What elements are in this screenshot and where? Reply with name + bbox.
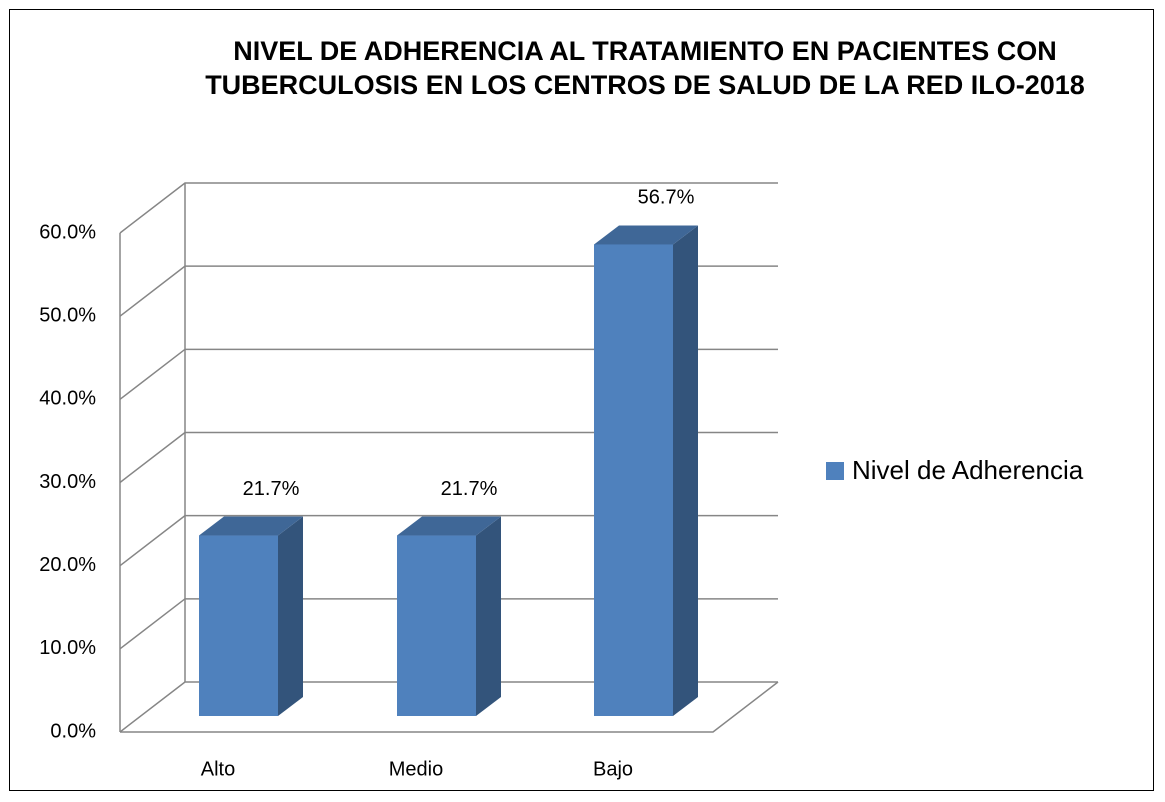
y-tick-label: 60.0%: [39, 221, 96, 243]
data-label: 56.7%: [638, 187, 695, 209]
x-tick-label: Bajo: [593, 758, 633, 780]
bar: [594, 244, 673, 716]
bar-side: [278, 516, 303, 716]
grid-line: [119, 182, 778, 234]
grid-line: [119, 265, 778, 317]
bar-side: [476, 516, 501, 716]
bar-top: [199, 516, 303, 536]
bar: [397, 535, 476, 716]
floor: [120, 681, 779, 733]
grid-line: [119, 348, 778, 400]
grid-line: [119, 514, 778, 567]
x-tick-label: Alto: [201, 758, 235, 780]
bar: [199, 535, 278, 716]
bar-side: [673, 225, 698, 716]
grid-line: [119, 681, 778, 733]
bar-top: [594, 225, 698, 245]
y-tick-label: 50.0%: [39, 304, 96, 326]
grid-line: [119, 598, 778, 650]
bar-top: [397, 516, 501, 536]
data-label: 21.7%: [243, 478, 300, 500]
y-tick-label: 0.0%: [50, 720, 96, 742]
y-tick-label: 20.0%: [39, 554, 96, 576]
y-tick-label: 30.0%: [39, 471, 96, 493]
data-label: 21.7%: [441, 478, 498, 500]
legend-swatch: [826, 462, 844, 480]
chart-title: NIVEL DE ADHERENCIA AL TRATAMIENTO EN PA…: [205, 36, 1085, 100]
x-tick-label: Medio: [389, 758, 443, 780]
grid-line: [119, 431, 778, 484]
legend-label: Nivel de Adherencia: [852, 455, 1084, 485]
y-tick-label: 10.0%: [39, 637, 96, 659]
y-tick-label: 40.0%: [39, 388, 96, 410]
chart-frame: [9, 9, 1154, 791]
